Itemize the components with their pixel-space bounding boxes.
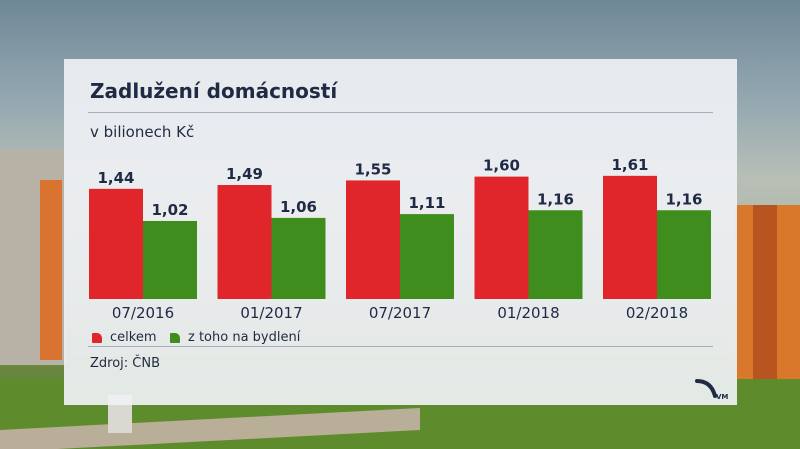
bar-bydleni-1 (271, 217, 326, 299)
x-tick-label-0: 07/2016 (112, 304, 174, 322)
data-label-bydleni-0: 1,02 (151, 201, 188, 219)
bar-bydleni-0 (143, 220, 197, 299)
x-tick-label-2: 07/2017 (369, 304, 431, 322)
bar-celkem-2 (346, 180, 400, 299)
x-tick-label-1: 01/2017 (240, 304, 302, 322)
data-label-celkem-2: 1,55 (354, 160, 391, 178)
x-tick-label-3: 01/2018 (497, 304, 559, 322)
data-label-celkem-1: 1,49 (226, 165, 263, 183)
chart-subtitle: v bilionech Kč (90, 123, 195, 141)
bar-celkem-0 (89, 188, 143, 299)
background-building-right (735, 205, 800, 405)
bar-chart: 1,44 1,02 07/2016 1,49 1,06 01/2017 1,55 1,11 07… (89, 156, 711, 322)
legend-label-bydleni: z toho na bydlení (188, 330, 301, 345)
x-tick-label-4: 02/2018 (626, 304, 688, 322)
bar-bydleni-4 (657, 210, 711, 299)
data-label-celkem-3: 1,60 (483, 157, 520, 175)
legend-swatch-celkem (92, 332, 102, 343)
data-label-bydleni-3: 1,16 (537, 190, 574, 208)
data-label-bydleni-2: 1,11 (408, 194, 445, 212)
legend-item-celkem: celkem (92, 330, 156, 345)
legend-label-celkem: celkem (110, 330, 157, 345)
broadcaster-logo: VM (695, 379, 728, 400)
bar-bydleni-3 (528, 210, 583, 299)
background-building-left (0, 150, 66, 365)
logo-text: VM (716, 393, 728, 400)
bar-bydleni-2 (400, 214, 454, 299)
footer-divider (88, 346, 713, 347)
legend-item-bydleni: z toho na bydlení (170, 330, 300, 345)
data-label-bydleni-1: 1,06 (280, 198, 317, 216)
bar-celkem-3 (474, 176, 529, 299)
data-label-celkem-4: 1,61 (611, 156, 648, 174)
bar-celkem-1 (217, 185, 272, 299)
title-divider (88, 112, 713, 113)
chart-panel: Zadlužení domácností v bilionech Kč 1,44… (64, 59, 737, 405)
bar-celkem-4 (603, 175, 657, 299)
data-label-bydleni-4: 1,16 (665, 190, 702, 208)
chart-title: Zadlužení domácností (90, 79, 338, 103)
source-note: Zdroj: ČNB (90, 356, 161, 371)
legend-swatch-bydleni (170, 332, 180, 343)
data-label-celkem-0: 1,44 (97, 169, 134, 187)
